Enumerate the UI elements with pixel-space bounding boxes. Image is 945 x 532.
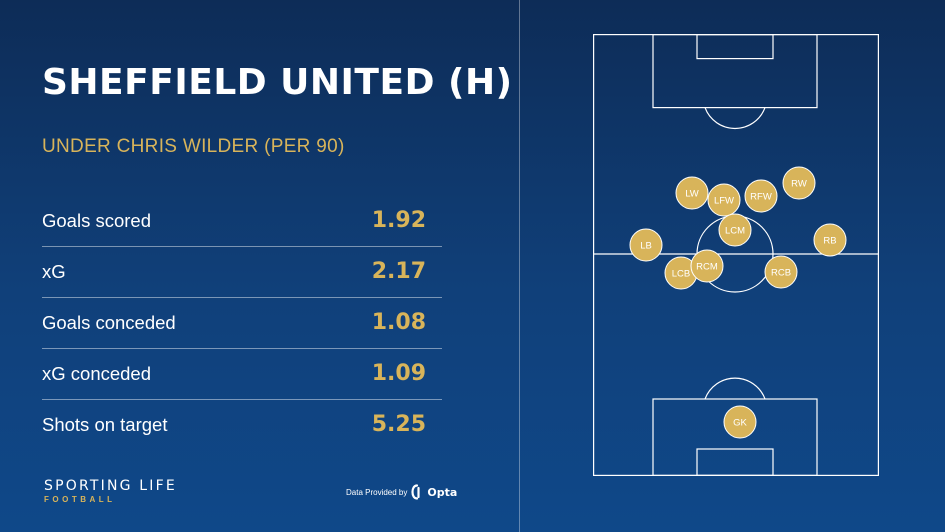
brand-name: SPORTING LIFE xyxy=(44,478,177,494)
player-label: RW xyxy=(791,179,807,190)
opta-logo-icon xyxy=(411,484,420,500)
top-penalty-box xyxy=(652,34,818,109)
player-rb: RB xyxy=(813,223,847,257)
bottom-six-yard-box xyxy=(696,448,774,476)
provider-text: Data Provided by xyxy=(346,487,408,497)
panel-divider xyxy=(519,0,520,532)
stat-row: Goals conceded 1.08 xyxy=(42,298,442,349)
stat-row: Goals scored 1.92 xyxy=(42,196,442,247)
player-label: LCM xyxy=(725,226,745,237)
top-penalty-arc xyxy=(704,107,766,129)
player-gk: GK xyxy=(723,405,757,439)
player-lfw: LFW xyxy=(707,183,741,217)
stat-value: 5.25 xyxy=(371,412,426,437)
stat-row: xG conceded 1.09 xyxy=(42,349,442,400)
stat-value: 1.08 xyxy=(371,310,426,335)
player-label: LFW xyxy=(714,196,734,207)
player-rcm: RCM xyxy=(690,249,724,283)
player-label: LCB xyxy=(672,269,690,280)
page-subtitle: UNDER CHRIS WILDER (PER 90) xyxy=(42,136,345,157)
player-label: RCM xyxy=(696,262,718,273)
player-label: LW xyxy=(685,189,699,200)
stat-label: xG xyxy=(42,261,66,282)
player-label: RFW xyxy=(750,192,772,203)
stat-value: 2.17 xyxy=(371,259,426,284)
player-lb: LB xyxy=(629,228,663,262)
player-rfw: RFW xyxy=(744,179,778,213)
bottom-penalty-arc xyxy=(704,377,766,400)
player-lcm: LCM xyxy=(718,213,752,247)
player-lw: LW xyxy=(675,176,709,210)
player-label: RCB xyxy=(771,268,791,279)
stat-label: Goals scored xyxy=(42,210,151,231)
top-six-yard-box xyxy=(696,34,774,60)
stat-label: Shots on target xyxy=(42,414,168,435)
player-label: LB xyxy=(640,241,652,252)
brand-logo: SPORTING LIFE FOOTBALL xyxy=(44,478,177,504)
player-rcb: RCB xyxy=(764,255,798,289)
stat-row: xG 2.17 xyxy=(42,247,442,298)
stat-label: xG conceded xyxy=(42,363,152,384)
brand-subname: FOOTBALL xyxy=(44,495,116,504)
provider-name: Opta xyxy=(427,485,458,499)
data-provider: Data Provided by Opta xyxy=(346,484,457,500)
page-title: SHEFFIELD UNITED (H) xyxy=(42,62,513,103)
stat-row: Shots on target 5.25 xyxy=(42,400,442,451)
player-label: GK xyxy=(733,418,747,429)
stat-value: 1.09 xyxy=(371,361,426,386)
stat-value: 1.92 xyxy=(371,208,426,233)
stats-table: Goals scored 1.92 xG 2.17 Goals conceded… xyxy=(42,196,442,451)
player-rw: RW xyxy=(782,166,816,200)
stat-label: Goals conceded xyxy=(42,312,176,333)
pitch-diagram: LW RW LFW RFW LCM LB RB LCB RCM RCB GK xyxy=(593,34,879,476)
stats-panel: SHEFFIELD UNITED (H) UNDER CHRIS WILDER … xyxy=(42,62,513,504)
player-label: RB xyxy=(823,236,836,247)
